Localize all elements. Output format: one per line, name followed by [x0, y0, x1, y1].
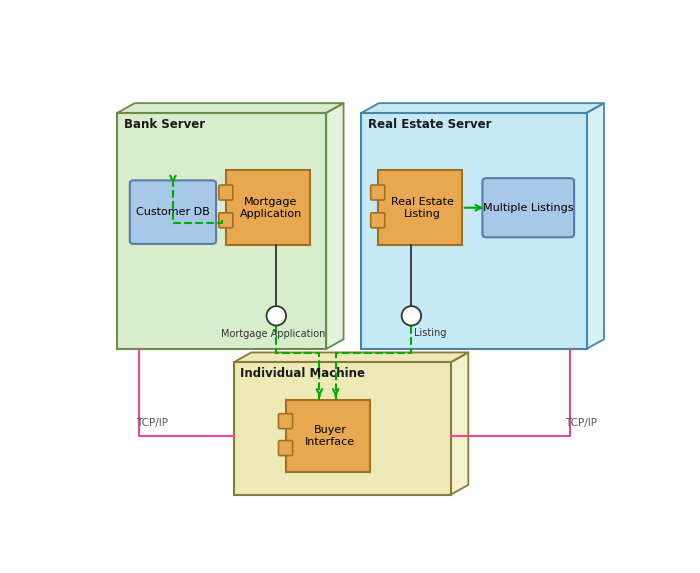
FancyBboxPatch shape	[130, 180, 216, 244]
FancyBboxPatch shape	[371, 185, 385, 200]
FancyBboxPatch shape	[219, 213, 233, 228]
Bar	[226, 170, 310, 245]
Text: Multiple Listings: Multiple Listings	[483, 203, 573, 213]
Ellipse shape	[402, 306, 421, 325]
Bar	[118, 113, 326, 349]
Text: TCP/IP: TCP/IP	[565, 418, 597, 428]
Text: Customer DB: Customer DB	[136, 207, 210, 217]
Polygon shape	[234, 352, 468, 362]
Bar	[378, 170, 462, 245]
Text: Mortgage Application: Mortgage Application	[221, 329, 326, 339]
Text: Real Estate Server: Real Estate Server	[368, 118, 491, 131]
Polygon shape	[587, 103, 604, 349]
Text: Mortgage
Application: Mortgage Application	[239, 197, 302, 218]
Text: Individual Machine: Individual Machine	[241, 367, 365, 380]
Polygon shape	[451, 352, 468, 494]
Text: Buyer
Interface: Buyer Interface	[305, 425, 356, 447]
Polygon shape	[361, 103, 604, 113]
FancyBboxPatch shape	[482, 178, 574, 237]
Text: Real Estate
Listing: Real Estate Listing	[391, 197, 454, 218]
FancyBboxPatch shape	[279, 414, 293, 429]
Text: TCP/IP: TCP/IP	[136, 418, 168, 428]
Text: Bank Server: Bank Server	[124, 118, 205, 131]
FancyBboxPatch shape	[371, 213, 385, 228]
Bar	[286, 400, 370, 473]
Polygon shape	[326, 103, 344, 349]
Ellipse shape	[267, 306, 286, 325]
FancyBboxPatch shape	[279, 441, 293, 456]
Bar	[234, 362, 451, 494]
Text: Listing: Listing	[414, 328, 447, 338]
Polygon shape	[118, 103, 344, 113]
FancyBboxPatch shape	[219, 185, 233, 200]
Bar	[361, 113, 587, 349]
